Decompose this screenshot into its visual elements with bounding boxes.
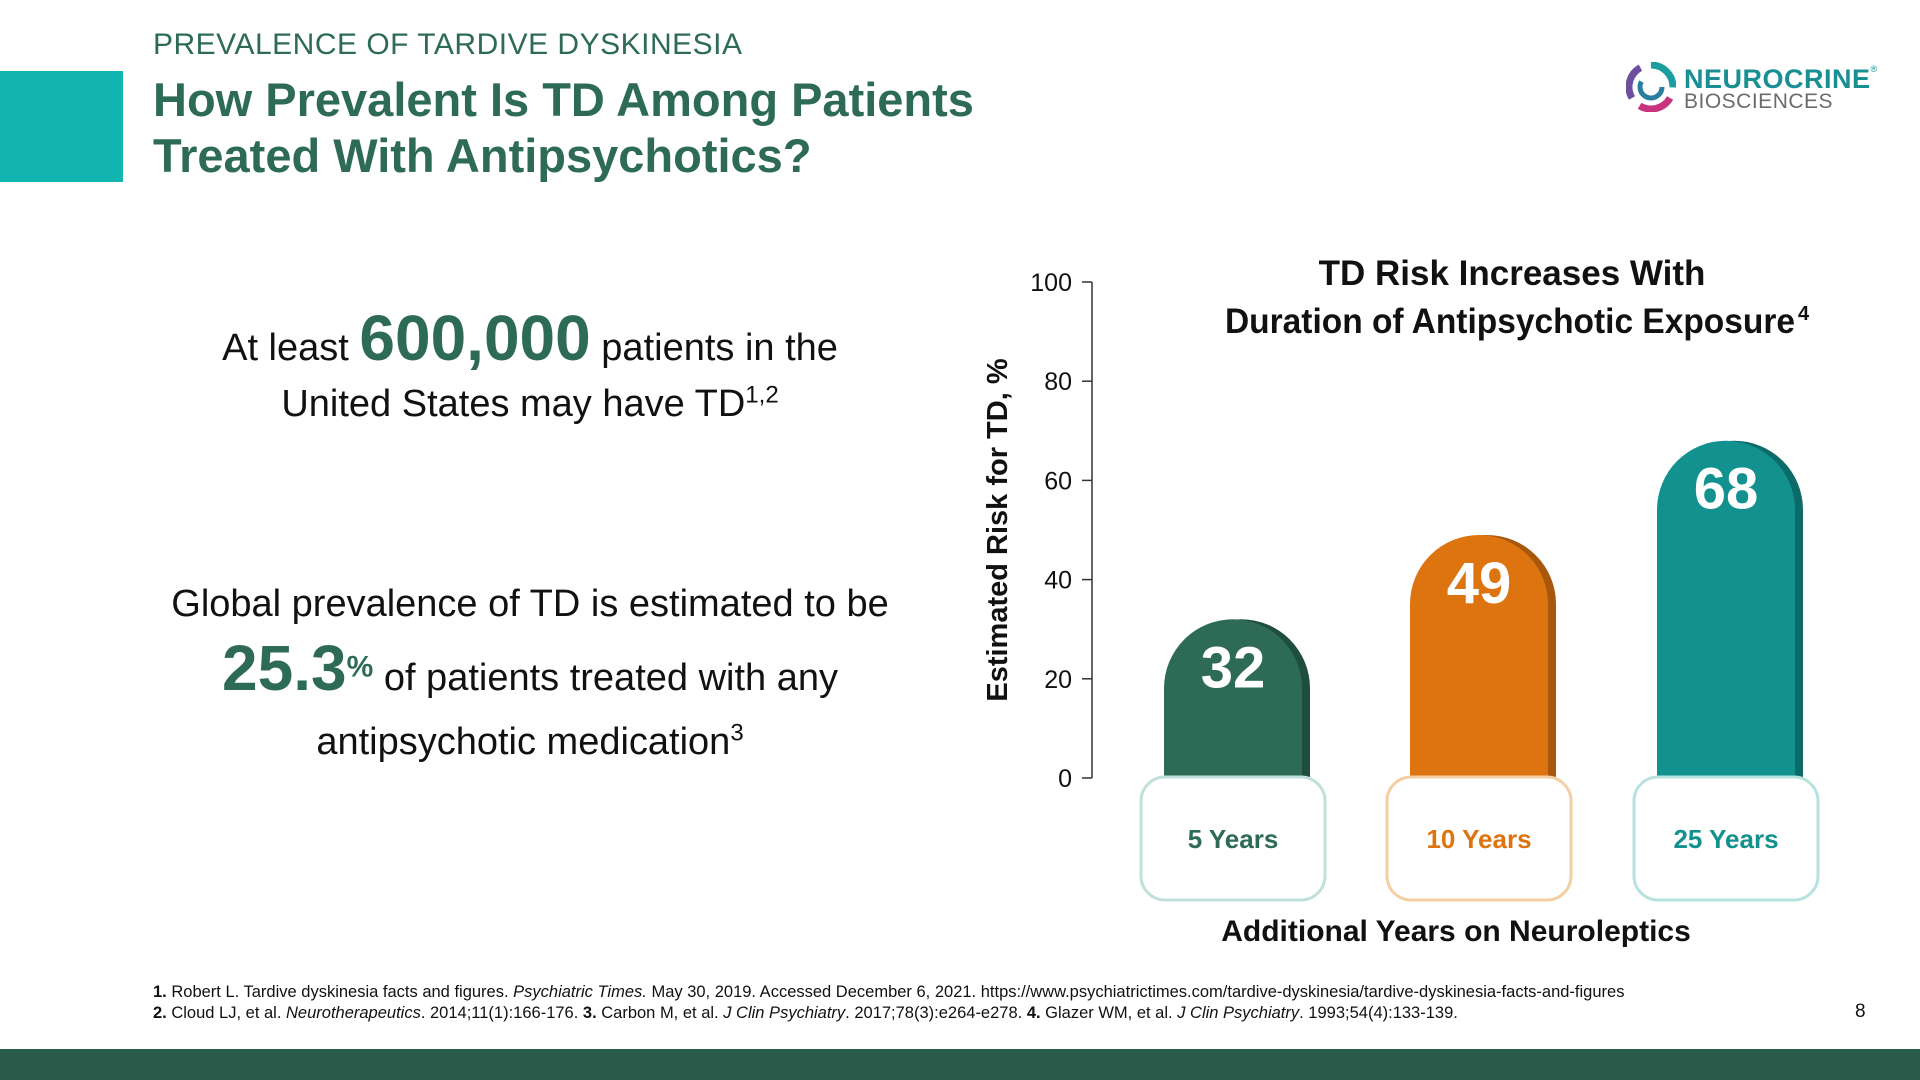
- stat1-prefix: At least: [222, 327, 349, 369]
- company-logo: NEUROCRINE® BIOSCIENCES: [1626, 62, 1896, 118]
- stat1-number: 600,000: [359, 302, 591, 374]
- page-title: How Prevalent Is TD Among Patients Treat…: [153, 73, 974, 182]
- footnote-1: 1. Robert L. Tardive dyskinesia facts an…: [153, 983, 1625, 1001]
- neurocrine-logo-icon: [1626, 62, 1676, 112]
- y-tick-label: 40: [1044, 567, 1072, 595]
- y-tick-label: 20: [1044, 666, 1072, 694]
- x-category-label: 25 Years: [1673, 824, 1778, 854]
- bar-value-label: 68: [1694, 457, 1759, 522]
- y-tick-label: 0: [1058, 765, 1072, 793]
- td-risk-chart: 0 20 40 60 80 100 Estimated Risk for TD, % TD R…: [982, 254, 1820, 948]
- accent-block: [0, 71, 123, 182]
- footnotes: 1. Robert L. Tardive dyskinesia facts an…: [153, 982, 1813, 1024]
- x-axis-label: Additional Years on Neuroleptics: [1221, 915, 1691, 948]
- bar-value-label: 49: [1447, 551, 1512, 616]
- x-category-label: 5 Years: [1188, 824, 1279, 854]
- page-number: 8: [1855, 1001, 1866, 1022]
- y-tick-label: 60: [1044, 467, 1072, 495]
- section-eyebrow: PREVALENCE OF TARDIVE DYSKINESIA: [153, 28, 743, 61]
- footnote-2-4: 2. Cloud LJ, et al. Neurotherapeutics. 2…: [153, 1004, 1458, 1022]
- stat2-line2: of patients treated with any: [383, 657, 838, 699]
- bar: [1410, 535, 1548, 778]
- stat-global-prevalence: Global prevalence of TD is estimated to …: [130, 572, 930, 774]
- footer-bar: [0, 1049, 1920, 1080]
- bar: [1657, 440, 1795, 778]
- stat1-suffix-1: patients in the: [601, 327, 838, 369]
- category-box: [1385, 775, 1573, 902]
- stat2-line3: antipsychotic medication: [316, 721, 731, 763]
- stat-us-patients: At least 600,000 patients in the United …: [150, 306, 910, 432]
- bar: [1164, 619, 1302, 778]
- stat2-unit: %: [346, 650, 374, 684]
- stat2-ref: 3: [730, 719, 744, 747]
- logo-name: NEUROCRINE®: [1684, 64, 1878, 94]
- category-box: [1139, 775, 1327, 902]
- category-box: [1632, 775, 1820, 902]
- chart-title-line2: Duration of Antipsychotic Exposure: [1225, 302, 1795, 341]
- stat2-number: 25.3: [222, 632, 347, 704]
- x-category-label: 10 Years: [1426, 824, 1531, 854]
- stat1-suffix-2: United States may have TD: [281, 383, 746, 425]
- y-axis-label: Estimated Risk for TD, %: [982, 358, 1014, 701]
- stat2-line1: Global prevalence of TD is estimated to …: [171, 583, 889, 625]
- chart-title-line1: TD Risk Increases With: [1319, 254, 1706, 293]
- stat1-ref: 1,2: [745, 381, 779, 409]
- logo-subtitle: BIOSCIENCES: [1684, 90, 1834, 113]
- y-tick-label: 100: [1030, 269, 1072, 297]
- chart-title-ref: 4: [1798, 303, 1810, 325]
- y-tick-label: 80: [1044, 368, 1072, 396]
- bar-value-label: 32: [1201, 635, 1266, 700]
